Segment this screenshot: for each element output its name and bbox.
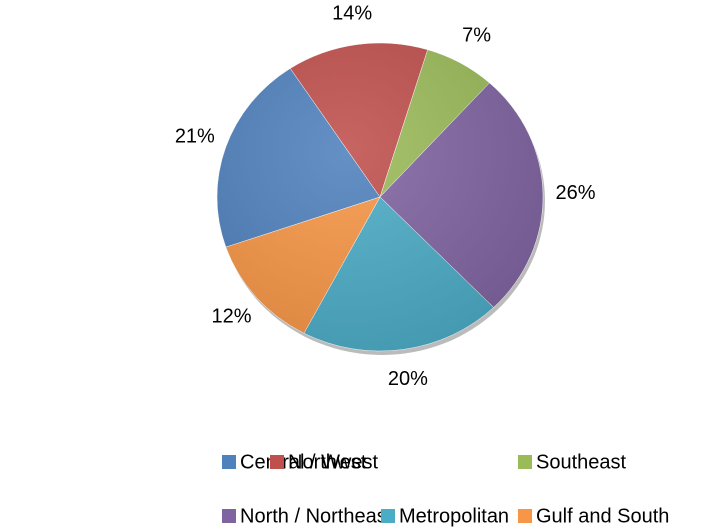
data-label: 20%: [388, 368, 428, 390]
legend-swatch: [270, 455, 284, 469]
legend-label: Metropolitan: [399, 505, 509, 527]
legend-swatch: [518, 509, 532, 523]
legend-swatch: [381, 509, 395, 523]
legend-swatch: [222, 455, 236, 469]
data-label: 7%: [462, 25, 491, 47]
legend-label: North / Northeast: [240, 505, 393, 527]
legend-swatch: [518, 455, 532, 469]
legend-label: Northwest: [288, 451, 378, 473]
legend-label: Gulf and South: [536, 505, 669, 527]
data-label: 26%: [556, 182, 596, 204]
legend-swatch: [222, 509, 236, 523]
data-label: 12%: [211, 306, 251, 328]
legend-label: Southeast: [536, 451, 627, 473]
data-label: 14%: [332, 2, 372, 24]
data-label: 21%: [175, 126, 215, 148]
